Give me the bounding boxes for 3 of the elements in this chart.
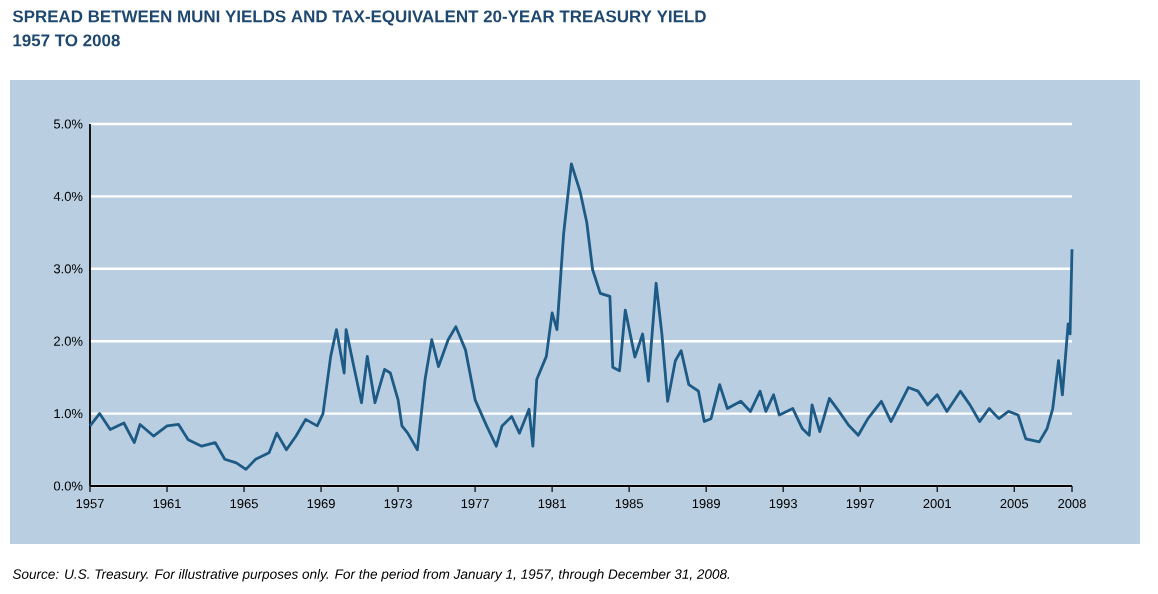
chart-subtitle: 1957 TO 2008 [13, 34, 120, 47]
line-series [88, 162, 1074, 471]
chart-title: SPREAD BETWEEN MUNI YIELDS AND TAX-EQUIVALENT 20-YEAR TREASURY YIELD [12, 10, 706, 26]
